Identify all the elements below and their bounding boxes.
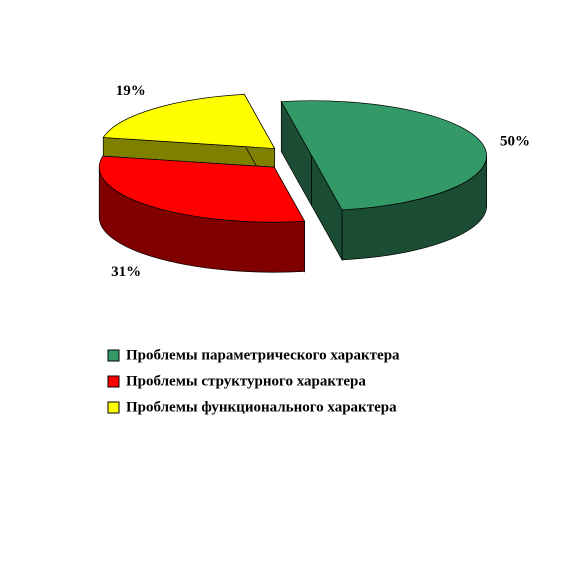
legend-label: Проблемы структурного характера <box>126 373 366 389</box>
legend-label: Проблемы функционального характера <box>126 399 397 415</box>
slice-top <box>98 155 306 223</box>
legend-label: Проблемы параметрического характера <box>126 347 400 363</box>
data-label: 50% <box>500 133 530 149</box>
slice-top <box>102 94 276 149</box>
slice <box>98 155 306 273</box>
slice <box>280 100 488 262</box>
legend-swatch <box>107 401 120 414</box>
slice-top <box>280 100 487 211</box>
legend-swatch <box>107 375 120 388</box>
data-label: 19% <box>116 83 146 99</box>
data-label: 31% <box>111 264 141 280</box>
legend-swatch <box>107 349 120 362</box>
